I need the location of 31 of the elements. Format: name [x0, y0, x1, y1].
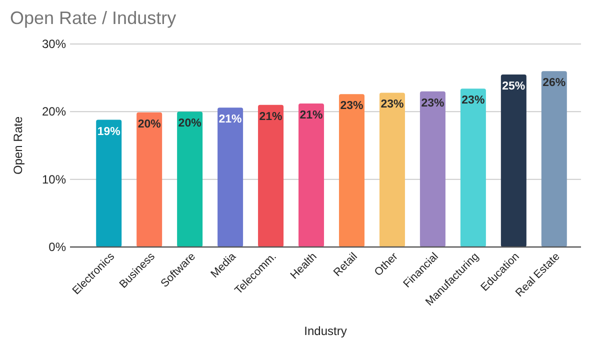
bar: [96, 120, 122, 247]
bar: [500, 74, 526, 247]
data-label: 23%: [380, 98, 404, 111]
data-label: 20%: [138, 118, 161, 130]
chart-title: Open Rate / Industry: [10, 8, 176, 28]
bar: [379, 92, 405, 247]
bar: [460, 88, 486, 247]
data-label: 21%: [259, 110, 282, 123]
y-tick-label: 30%: [42, 37, 66, 51]
data-label: 21%: [300, 110, 323, 122]
data-label: 23%: [421, 97, 444, 110]
bar: [218, 108, 244, 247]
data-label: 21%: [218, 114, 242, 126]
bar: [298, 104, 324, 247]
data-label: 20%: [178, 118, 202, 130]
bar: [420, 91, 446, 247]
y-tick-label: 20%: [42, 104, 66, 119]
data-label: 23%: [462, 94, 485, 107]
data-label: 25%: [502, 80, 526, 92]
bar: [541, 71, 567, 247]
bar: [258, 104, 284, 247]
y-tick-label: 10%: [42, 172, 66, 186]
bar: [338, 94, 364, 247]
data-label: 26%: [542, 77, 566, 90]
data-label: 23%: [340, 100, 364, 112]
y-axis-title: Open Rate: [11, 116, 25, 175]
bar: [136, 112, 162, 247]
x-axis-title: Industry: [304, 324, 347, 338]
data-label: 19%: [97, 126, 120, 138]
y-tick-label: 0%: [48, 240, 66, 254]
bar: [177, 112, 203, 247]
